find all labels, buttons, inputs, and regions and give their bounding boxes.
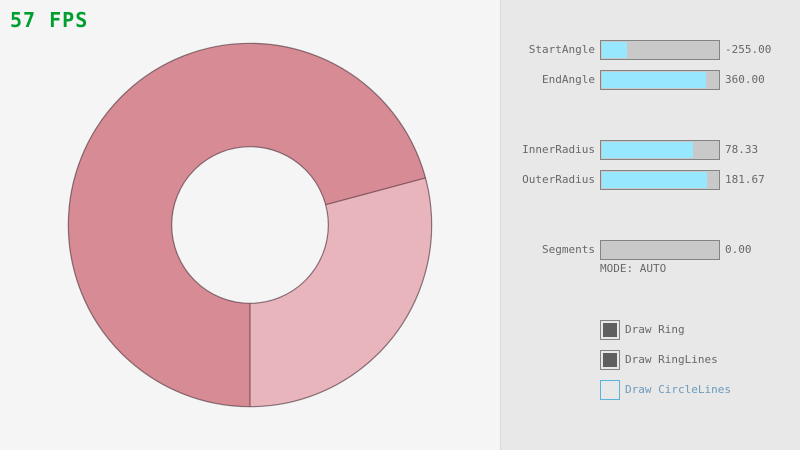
slider-label-innerradius: InnerRadius (522, 143, 595, 156)
slider-label-outerradius: OuterRadius (522, 173, 595, 186)
slider-fill (602, 72, 706, 88)
checkmark (603, 323, 617, 337)
slider-segments[interactable] (600, 240, 720, 260)
slider-value-innerradius: 78.33 (725, 143, 759, 156)
checkbox-draw-ring[interactable] (600, 320, 620, 340)
slider-innerradius[interactable] (600, 140, 720, 160)
slider-value-startangle: -255.00 (725, 43, 772, 56)
checkbox-draw-circlelines[interactable] (600, 380, 620, 400)
slider-label-startangle: StartAngle (528, 43, 595, 56)
settings-panel: StartAngle -255.00 EndAngle 360.00 Inner… (500, 0, 800, 450)
slider-endangle[interactable] (600, 70, 720, 90)
segments-mode-label: MODE: AUTO (600, 262, 667, 275)
slider-fill (602, 42, 627, 58)
slider-value-segments: 0.00 (725, 243, 752, 256)
slider-value-endangle: 360.00 (725, 73, 765, 86)
slider-label-endangle: EndAngle (542, 73, 595, 86)
slider-label-segments: Segments (542, 243, 595, 256)
checkbox-label-draw-ringlines[interactable]: Draw RingLines (625, 353, 718, 366)
checkbox-label-draw-circlelines[interactable]: Draw CircleLines (625, 383, 731, 396)
slider-fill (602, 172, 707, 188)
fps-counter: 57 FPS (10, 8, 89, 32)
ring-inner-outline (171, 146, 329, 304)
slider-fill (602, 142, 693, 158)
checkbox-draw-ringlines[interactable] (600, 350, 620, 370)
checkbox-label-draw-ring[interactable]: Draw Ring (625, 323, 685, 336)
slider-startangle[interactable] (600, 40, 720, 60)
slider-value-outerradius: 181.67 (725, 173, 765, 186)
ring-single-pass-region (250, 177, 432, 407)
ring-radial-line-start (325, 177, 426, 206)
slider-outerradius[interactable] (600, 170, 720, 190)
checkmark (603, 353, 617, 367)
